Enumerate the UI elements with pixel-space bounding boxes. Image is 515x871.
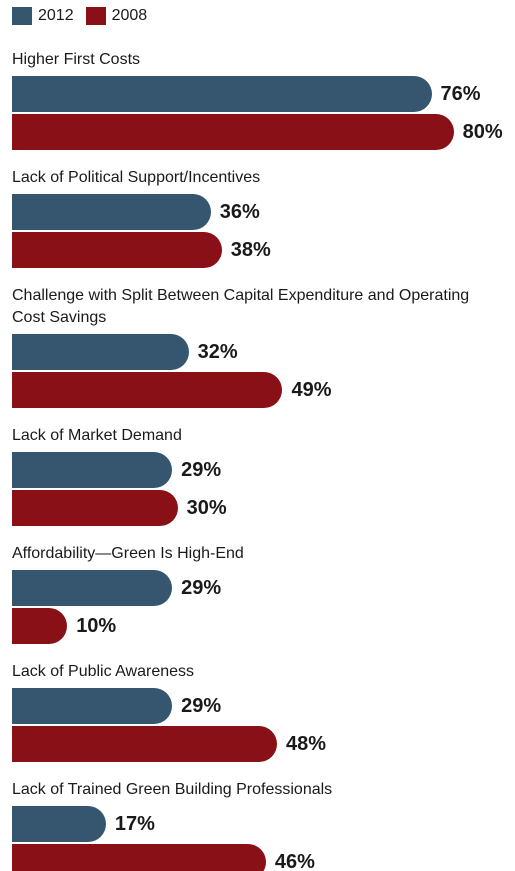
bar (12, 688, 173, 724)
bar (12, 76, 432, 112)
bar-group: Lack of Trained Green Building Professio… (12, 779, 515, 871)
bar-group: Lack of Market Demand 29% 30% (12, 425, 515, 526)
bar-groups: Higher First Costs 76% 80% Lack of Politica… (12, 49, 515, 871)
value-label: 32% (197, 340, 238, 363)
category-label: Lack of Market Demand (12, 427, 182, 444)
value-label: 29% (181, 576, 222, 599)
value-label: 17% (114, 812, 155, 835)
bar-row: 29% (12, 452, 515, 488)
value-label: 49% (291, 378, 332, 401)
bar-group: Higher First Costs 76% 80% (12, 49, 515, 150)
value-label: 10% (76, 614, 117, 637)
bar (12, 232, 222, 268)
category-label: Challenge with Split Between Capital Exp… (12, 287, 470, 326)
legend-item: 2008 (85, 7, 148, 25)
bar-row: 80% (12, 114, 515, 150)
legend-label: 2012 (38, 7, 74, 24)
bar-row: 29% (12, 570, 515, 606)
category-label: Lack of Trained Green Building Professio… (12, 781, 333, 798)
category-label: Lack of Public Awareness (12, 663, 195, 680)
bar-row: 30% (12, 490, 515, 526)
value-label: 38% (230, 238, 271, 261)
bar-group: Challenge with Split Between Capital Exp… (12, 285, 515, 408)
value-label: 46% (274, 850, 315, 871)
bar (12, 372, 283, 408)
legend-swatch (12, 7, 32, 25)
bar-row: 48% (12, 726, 515, 762)
bar-group: Lack of Political Support/Incentives 36% 3… (12, 167, 515, 268)
value-label: 76% (440, 82, 481, 105)
value-label: 36% (219, 200, 260, 223)
value-label: 29% (181, 458, 222, 481)
bar-row: 32% (12, 334, 515, 370)
bar-group: Lack of Public Awareness 29% 48% (12, 661, 515, 762)
legend-label: 2008 (111, 7, 148, 24)
bar-group: Affordability—Green Is High-End 29% 10% (12, 543, 515, 644)
bar (12, 570, 173, 606)
bar (12, 608, 68, 644)
bar (12, 806, 106, 842)
legend-swatch (85, 7, 106, 25)
bar (12, 844, 266, 871)
bar-row: 36% (12, 194, 515, 230)
bar-row: 49% (12, 372, 515, 408)
bar (12, 726, 277, 762)
bar (12, 334, 189, 370)
category-label: Higher First Costs (12, 51, 141, 68)
value-label: 48% (285, 732, 326, 755)
bar-row: 46% (12, 844, 515, 871)
bar (12, 194, 211, 230)
legend-item: 2012 (12, 7, 74, 25)
bar-row: 76% (12, 76, 515, 112)
bar (12, 452, 173, 488)
category-label: Affordability—Green Is High-End (12, 545, 244, 562)
bar (12, 490, 178, 526)
bar (12, 114, 454, 150)
value-label: 80% (462, 120, 503, 143)
category-label: Lack of Political Support/Incentives (12, 169, 261, 186)
bar-row: 29% (12, 688, 515, 724)
value-label: 29% (181, 694, 222, 717)
bar-row: 17% (12, 806, 515, 842)
value-label: 30% (186, 496, 227, 519)
bar-row: 10% (12, 608, 515, 644)
bar-row: 38% (12, 232, 515, 268)
legend: 2012 2008 (12, 0, 515, 32)
